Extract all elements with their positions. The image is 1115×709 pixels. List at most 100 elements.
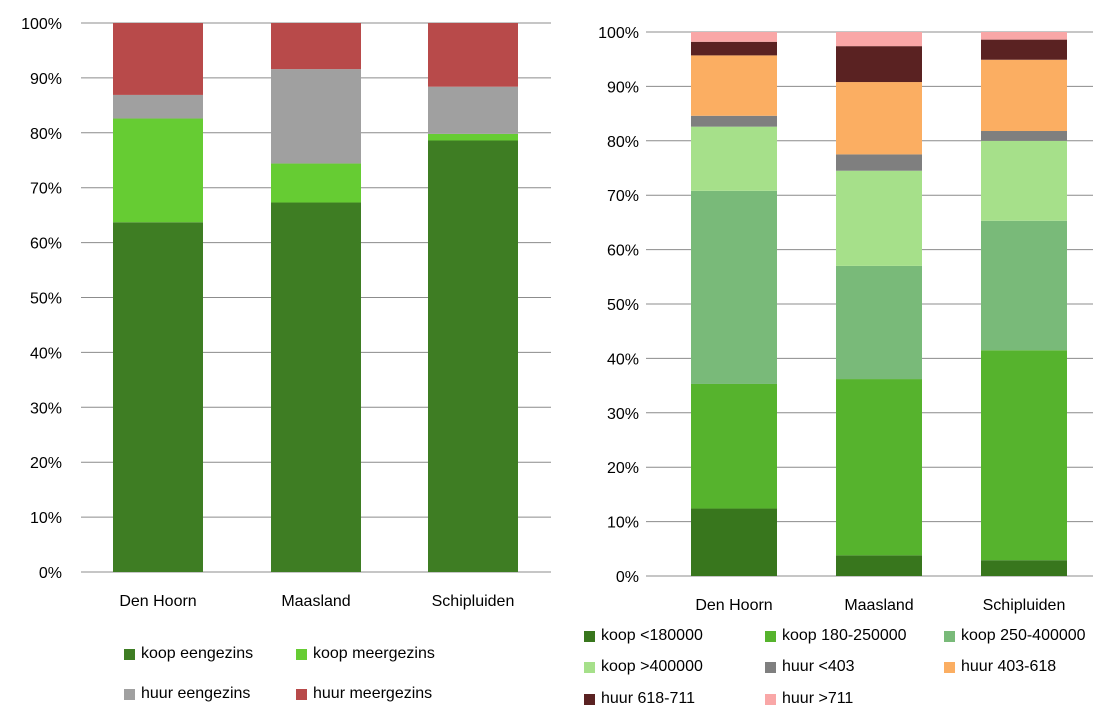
y-tick-label: 100% bbox=[598, 25, 639, 42]
bar-segment bbox=[113, 118, 203, 223]
legend-item: koop <180000 bbox=[584, 627, 703, 645]
y-tick-label: 10% bbox=[607, 515, 639, 532]
y-tick-label: 20% bbox=[30, 455, 62, 472]
x-category-label: Schipluiden bbox=[432, 593, 515, 610]
y-tick-label: 90% bbox=[30, 71, 62, 88]
x-category-label: Maasland bbox=[844, 597, 913, 614]
legend-label: huur <403 bbox=[782, 658, 855, 675]
legend-label: koop eengezins bbox=[141, 645, 254, 662]
y-tick-label: 70% bbox=[30, 181, 62, 198]
bar-segment bbox=[428, 23, 518, 87]
legend-label: koop <180000 bbox=[601, 627, 703, 644]
bar-segment bbox=[981, 32, 1067, 40]
legend-label: huur >711 bbox=[782, 690, 854, 707]
y-tick-label: 0% bbox=[39, 565, 62, 582]
legend-item: koop >400000 bbox=[584, 658, 703, 676]
y-tick-label: 60% bbox=[607, 243, 639, 260]
bar-segment bbox=[113, 222, 203, 573]
legend-swatch bbox=[765, 630, 776, 642]
bar-segment bbox=[836, 32, 922, 47]
bar-segment bbox=[428, 133, 518, 141]
bar-segment bbox=[981, 131, 1067, 141]
chart-left: 0% 10% 20% 30% 40% 50% 60% 70% 80% 90% 100% Den Hoo… bbox=[21, 16, 551, 610]
y-tick-label: 50% bbox=[30, 291, 62, 308]
bar-segment bbox=[836, 379, 922, 556]
legend-item: koop meergezins bbox=[296, 645, 435, 663]
bar-segment bbox=[428, 86, 518, 134]
y-tick-label: 10% bbox=[30, 510, 62, 527]
bar-segment bbox=[981, 140, 1067, 221]
bar-segment bbox=[691, 41, 777, 56]
legend-swatch bbox=[296, 688, 307, 700]
legend-label: koop meergezins bbox=[313, 645, 435, 662]
bar-segment bbox=[836, 154, 922, 171]
legend-label: huur eengezins bbox=[141, 685, 251, 702]
legend-item: huur meergezins bbox=[296, 685, 432, 703]
bar-segment bbox=[836, 265, 922, 380]
bar-segment bbox=[691, 32, 777, 42]
legend-swatch bbox=[944, 661, 955, 673]
legend-swatch bbox=[296, 648, 307, 660]
y-tick-label: 70% bbox=[607, 188, 639, 205]
bar-segment bbox=[836, 46, 922, 83]
bar-segment bbox=[113, 23, 203, 95]
bar-segment bbox=[836, 555, 922, 576]
y-tick-label: 30% bbox=[30, 400, 62, 417]
legend-item: koop eengezins bbox=[124, 645, 253, 663]
bar-segment bbox=[113, 94, 203, 119]
bar-segment bbox=[691, 115, 777, 127]
legend-label: huur 403-618 bbox=[961, 658, 1057, 675]
legend-label: huur 618-711 bbox=[601, 690, 695, 707]
legend-item: huur >711 bbox=[765, 690, 853, 708]
y-tick-label: 100% bbox=[21, 16, 62, 33]
y-tick-label: 90% bbox=[607, 79, 639, 96]
legend-label: koop >400000 bbox=[601, 658, 703, 675]
legend-item: huur 618-711 bbox=[584, 690, 695, 708]
y-tick-label: 20% bbox=[607, 460, 639, 477]
legend-swatch bbox=[584, 661, 595, 673]
legend-item: huur 403-618 bbox=[944, 658, 1056, 676]
bar-segment bbox=[428, 140, 518, 572]
y-tick-label: 30% bbox=[607, 406, 639, 423]
bar-segment bbox=[691, 190, 777, 384]
bar-segment bbox=[691, 126, 777, 191]
legend-swatch bbox=[765, 693, 776, 705]
legend-swatch bbox=[765, 661, 776, 673]
bar-segment bbox=[691, 55, 777, 116]
y-tick-label: 80% bbox=[607, 134, 639, 151]
legend-item: koop 180-250000 bbox=[765, 627, 907, 645]
legend-swatch bbox=[584, 693, 595, 705]
bar-segment bbox=[981, 59, 1067, 132]
legend-swatch bbox=[584, 630, 595, 642]
legend-item: koop 250-400000 bbox=[944, 627, 1086, 645]
bar-segment bbox=[836, 82, 922, 155]
bar-segment bbox=[981, 39, 1067, 60]
y-tick-label: 0% bbox=[616, 569, 639, 586]
chart-right: 0% 10% 20% 30% 40% 50% 60% 70% 80% 90% 100% Den Hoo… bbox=[598, 25, 1093, 614]
bar-segment bbox=[271, 23, 361, 70]
x-category-label: Den Hoorn bbox=[119, 593, 196, 610]
y-tick-label: 40% bbox=[607, 351, 639, 368]
y-tick-label: 50% bbox=[607, 297, 639, 314]
legend-item: huur eengezins bbox=[124, 685, 250, 703]
bar-segment bbox=[981, 560, 1067, 576]
bar-segment bbox=[981, 350, 1067, 561]
bar-segment bbox=[271, 163, 361, 203]
legend-item: huur <403 bbox=[765, 658, 855, 676]
x-category-label: Schipluiden bbox=[983, 597, 1066, 614]
legend-label: huur meergezins bbox=[313, 685, 433, 702]
x-category-label: Maasland bbox=[281, 593, 350, 610]
bar-segment bbox=[271, 69, 361, 164]
bar-segment bbox=[981, 220, 1067, 351]
legend-label: koop 250-400000 bbox=[961, 627, 1086, 644]
bar-segment bbox=[271, 202, 361, 572]
legend-swatch bbox=[124, 648, 135, 660]
x-category-label: Den Hoorn bbox=[695, 597, 772, 614]
bar-segment bbox=[836, 170, 922, 266]
bar-segment bbox=[691, 508, 777, 576]
legend-swatch bbox=[124, 688, 135, 700]
y-tick-label: 40% bbox=[30, 345, 62, 362]
legend-label: koop 180-250000 bbox=[782, 627, 907, 644]
y-tick-label: 80% bbox=[30, 126, 62, 143]
bar-segment bbox=[691, 383, 777, 509]
